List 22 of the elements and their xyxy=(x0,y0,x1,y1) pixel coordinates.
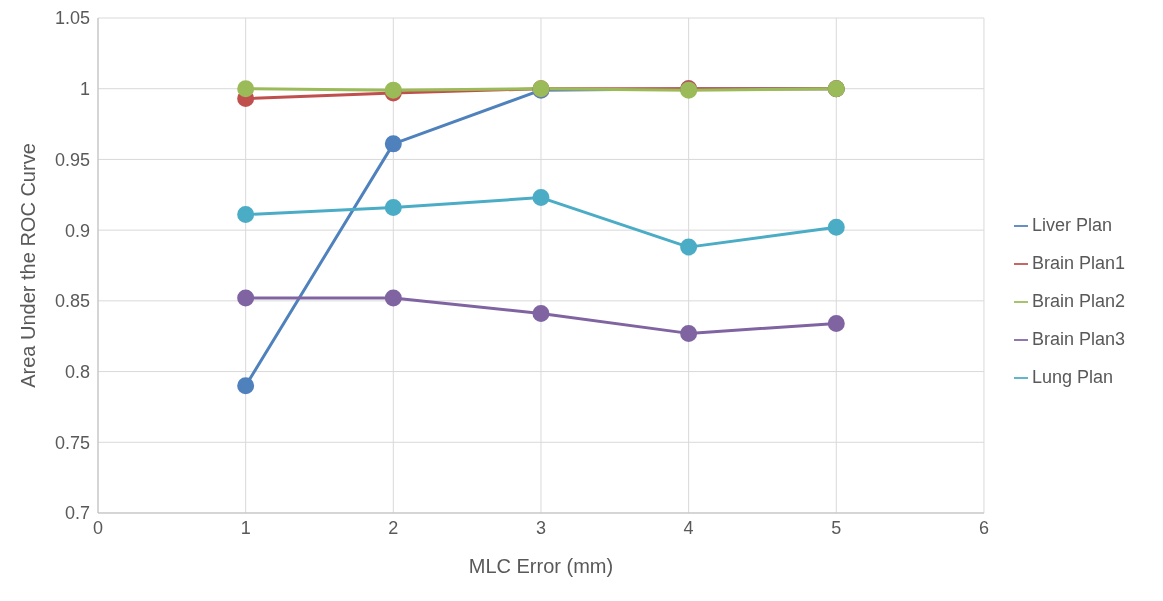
y-tick-label: 0.75 xyxy=(54,432,90,453)
y-axis-title: Area Under the ROC Curve xyxy=(17,143,40,388)
y-tick-label: 0.8 xyxy=(64,361,90,382)
y-tick-label: 0.95 xyxy=(54,149,90,170)
x-tick-label: 1 xyxy=(240,517,251,538)
x-tick-label: 0 xyxy=(92,517,104,538)
x-tick-label: 6 xyxy=(978,517,989,538)
x-tick-label: 4 xyxy=(683,517,694,538)
legend-label: Lung Plan xyxy=(1031,366,1114,387)
x-axis-title: MLC Error (mm) xyxy=(468,555,614,577)
x-tick-label: 3 xyxy=(535,517,546,538)
x-tick-label: 5 xyxy=(831,517,842,538)
legend-label: Liver Plan xyxy=(1031,214,1112,235)
legend-label: Brain Plan3 xyxy=(1031,328,1125,349)
legend-label: Brain Plan1 xyxy=(1031,252,1125,273)
legend-label: Brain Plan2 xyxy=(1031,290,1125,311)
x-tick-label: 2 xyxy=(388,517,399,538)
y-tick-label: 1 xyxy=(79,79,90,100)
y-tick-label: 0.9 xyxy=(64,220,90,241)
y-tick-label: 1.05 xyxy=(54,8,90,29)
y-tick-label: 0.85 xyxy=(54,291,90,312)
y-tick-label: 0.7 xyxy=(64,503,90,524)
